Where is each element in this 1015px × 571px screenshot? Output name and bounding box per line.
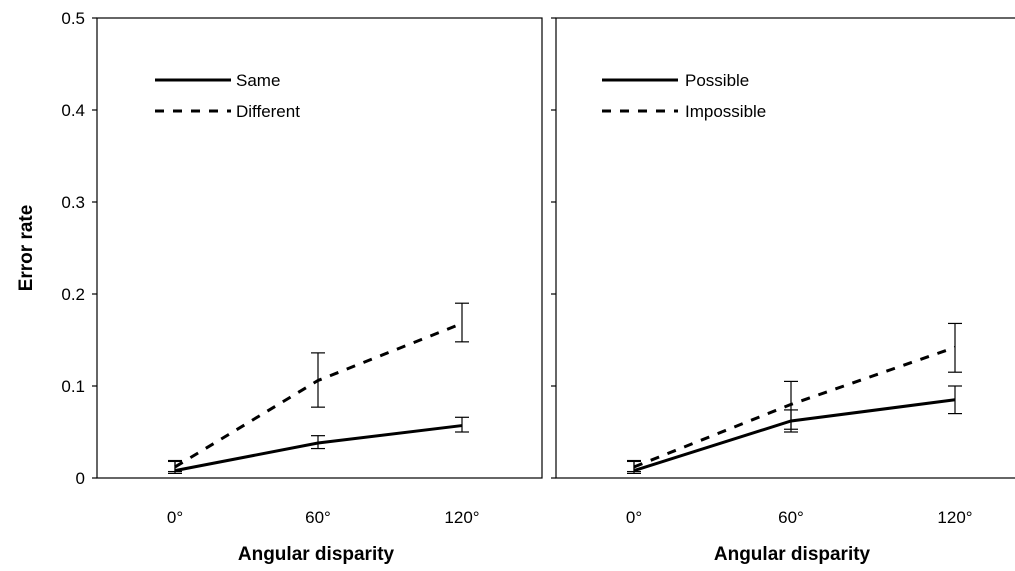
- error-bar: [455, 416, 469, 433]
- right-x-axis-title: Angular disparity: [714, 544, 871, 565]
- error-bar: [311, 435, 325, 450]
- y-tick-label: 0.5: [61, 9, 85, 28]
- y-tick-label: 0.2: [61, 285, 85, 304]
- error-bar: [948, 322, 962, 373]
- legend-label-possible: Possible: [685, 71, 749, 90]
- error-bar: [168, 459, 182, 473]
- x-tick-label: 60°: [305, 508, 331, 527]
- error-bar: [311, 352, 325, 408]
- y-axis-title: Error rate: [16, 205, 37, 292]
- right-plot-frame: [555, 17, 1015, 479]
- left-legend: Same Different: [155, 71, 300, 121]
- error-bar: [784, 380, 798, 430]
- y-axis: 0 0.1 0.2 0.3 0.4 0.5: [61, 9, 97, 488]
- legend-label-impossible: Impossible: [685, 102, 766, 121]
- left-plot-frame: [96, 17, 543, 479]
- error-bar: [455, 302, 469, 343]
- y-tick-label: 0.4: [61, 101, 85, 120]
- right-x-axis: 0° 60° 120°: [626, 508, 973, 527]
- left-panel: Error rate Angular disparity 00.10.20.30…: [16, 9, 543, 565]
- y-tick-label: 0.3: [61, 193, 85, 212]
- error-bar: [948, 385, 962, 415]
- legend-label-different: Different: [236, 102, 300, 121]
- error-bar: [627, 459, 641, 473]
- x-tick-label: 120°: [444, 508, 479, 527]
- right-y-ticks: [551, 17, 556, 479]
- y-tick-label: 0.1: [61, 377, 85, 396]
- left-series: [168, 302, 469, 474]
- x-tick-label: 0°: [167, 508, 183, 527]
- right-series: [627, 322, 962, 474]
- x-tick-label: 0°: [626, 508, 642, 527]
- right-legend: Possible Impossible: [602, 71, 766, 121]
- left-x-axis: 0° 60° 120°: [167, 508, 480, 527]
- right-panel: Angular disparity 0° 60° 120° Possible Imp…: [551, 17, 1015, 565]
- legend-label-same: Same: [236, 71, 280, 90]
- y-tick-label: 0: [76, 469, 85, 488]
- left-x-axis-title: Angular disparity: [238, 544, 395, 565]
- x-tick-label: 120°: [937, 508, 972, 527]
- x-tick-label: 60°: [778, 508, 804, 527]
